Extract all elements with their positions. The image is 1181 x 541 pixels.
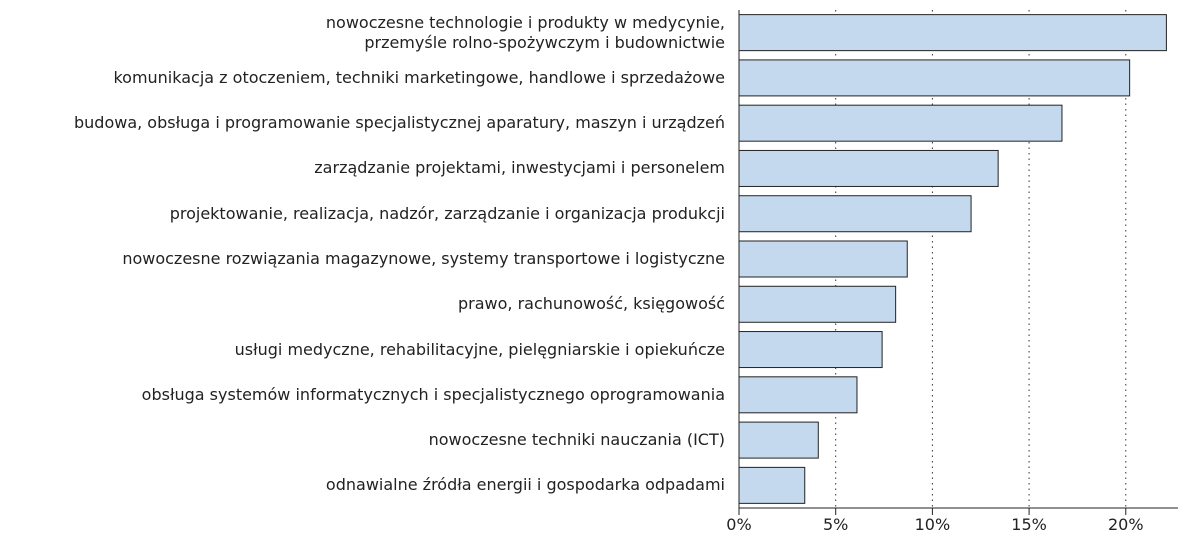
x-tick-label: 5% [823,515,848,534]
bar [738,149,999,187]
x-tick-label: 15% [1011,515,1047,534]
y-tick-label: nowoczesne technologie i produkty w medy… [325,12,725,52]
y-tick-label: budowa, obsługa i programowanie specjali… [74,113,725,133]
y-tick-label: projektowanie, realizacja, nadzór, zarzą… [169,203,725,223]
bar [738,59,1131,97]
bar [738,14,1167,52]
bar [738,240,908,278]
bar [738,104,1063,142]
x-tick-label: 0% [726,515,751,534]
y-tick-label: usługi medyczne, rehabilitacyjne, pielęg… [234,339,725,359]
bar [738,285,897,323]
y-tick-label: zarządzanie projektami, inwestycjami i p… [314,158,725,178]
y-tick-label: obsługa systemów informatycznych i specj… [141,384,725,404]
bar [738,195,972,233]
bar [738,331,883,369]
y-tick-label: nowoczesne rozwiązania magazynowe, syste… [122,249,725,268]
x-tick-label: 10% [915,515,951,534]
x-tick-label: 20% [1108,515,1144,534]
bar [738,466,806,504]
y-tick-label: nowoczesne techniki nauczania (ICT) [428,430,725,450]
bar [738,421,819,459]
y-tick-label: komunikacja z otoczeniem, techniki marke… [113,67,725,87]
y-tick-label: odnawialne źródła energii i gospodarka o… [325,475,725,495]
bar [738,376,858,414]
y-tick-label: prawo, rachunowość, księgowość [458,294,725,314]
